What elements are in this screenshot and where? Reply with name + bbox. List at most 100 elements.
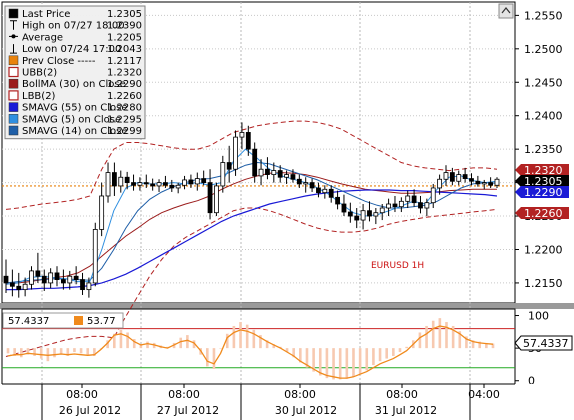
candle-body [194,178,200,185]
candle [239,122,245,150]
sub-bar [451,325,455,349]
sub-signal-line [7,325,494,379]
candle-body [354,215,360,221]
candle-body [239,132,245,138]
sub-bar [66,348,70,356]
candle [379,204,385,221]
x-date-label: 30 Jul 2012 [275,404,337,417]
candle-body [316,187,321,194]
candle [105,162,111,203]
sub-panel [2,318,515,380]
candle [29,266,34,290]
candle-body [131,182,136,186]
sub-bar [265,340,269,349]
sub-bar [206,348,209,367]
legend-swatch [8,66,19,78]
sub-bar [325,348,329,379]
legend-value: 1.2260 [107,91,142,102]
legend-item: Low on 07/24 17:001.2043 [10,44,142,55]
candle-body [220,162,226,187]
legend-value: 1.2299 [107,126,142,137]
candle [245,125,251,156]
candle [252,142,258,183]
candle-body [475,180,481,185]
candle-body [150,183,156,187]
legend-value: 1.2043 [107,44,142,55]
lbb-line [5,207,498,357]
legend-swatch [8,90,19,101]
candle [226,145,232,183]
y-tick-label: 1.2450 [524,76,563,89]
panel-separator[interactable] [0,303,574,309]
low-marker-icon [10,44,17,54]
candle-body [418,202,423,209]
candle-body [303,182,309,185]
sma14-line [5,161,498,284]
legend-label: High on 07/27 18:00 [22,21,125,32]
candle-body [29,270,34,285]
candle-body [16,285,22,291]
candle [367,201,372,222]
sub-bar [33,348,36,356]
candle [309,178,315,192]
candle-body [411,195,417,204]
candle [296,174,302,188]
sub-bar [292,348,295,358]
sub-bar [458,331,462,349]
legend-swatch [8,102,19,112]
legend-label: Average [22,32,63,43]
sub-bar [272,344,276,349]
candle-body [233,136,238,170]
legend-item: Average 1.2205 [9,32,142,43]
sub-bar [126,332,129,349]
candle [328,185,334,203]
candle-body [309,182,315,189]
candle-body [322,188,328,194]
candle-body [201,178,207,184]
candle-body [226,162,232,170]
sub-bar [352,348,355,377]
candle-body [118,176,124,187]
candle-body [163,182,168,186]
candle-body [367,210,372,217]
candle-body [296,178,302,185]
candle-body [437,178,443,189]
candle-body [405,195,411,202]
sub-bar [99,348,103,349]
candle-body [245,132,251,150]
scroll-button[interactable] [498,3,514,19]
legend-item: UBB(2) 1.2320 [8,66,142,79]
candle-body [290,174,296,180]
sub-bar [106,340,109,349]
legend-label: SMAVG (5) on Close [22,114,121,125]
candle [488,177,494,188]
candle [233,130,238,176]
sub-bar [219,348,222,349]
y-tick-label: 1.2200 [524,243,563,256]
sub-bar [485,342,488,349]
candle-body [449,172,455,182]
candle [182,175,187,190]
candle-body [188,179,194,185]
sub-bar [139,344,143,349]
sub-bar [79,348,83,354]
candle-body [379,207,385,214]
candles [3,122,500,298]
candle [220,155,226,193]
candle [475,175,481,187]
candle-body [22,283,28,291]
candle-body [156,182,162,187]
candle-body [124,176,130,183]
candle [360,204,366,230]
candle [124,171,130,190]
candle [41,269,47,291]
legend-swatch [8,114,19,124]
legend-label: SMAVG (55) on Close [22,103,128,114]
sub-legend: 57.4337 53.77 [2,312,124,329]
